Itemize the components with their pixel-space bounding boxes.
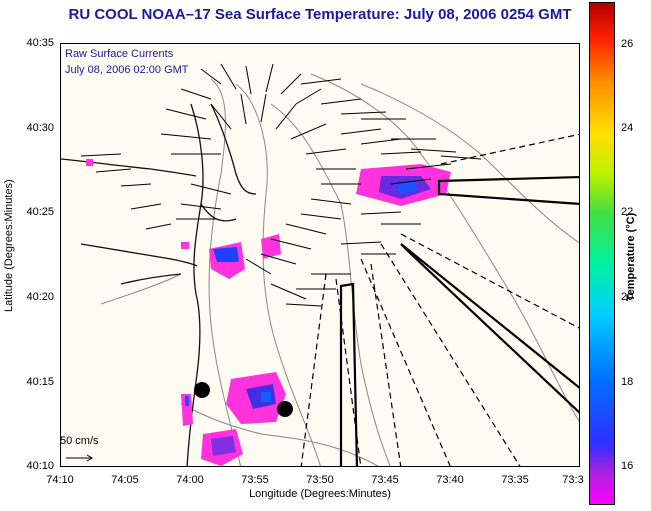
y-tick: 40:15 — [26, 376, 54, 388]
x-tick: 73:40 — [436, 474, 464, 486]
legend-line-2: July 08, 2006 02:00 GMT — [65, 64, 189, 76]
x-tick: 73:50 — [306, 474, 334, 486]
colorbar-tick: 18 — [621, 376, 634, 388]
colorbar-tick: 20 — [621, 291, 634, 303]
colorbar-tick: 22 — [621, 206, 634, 218]
colorbar-tick: 26 — [621, 38, 634, 50]
x-tick: 73:45 — [371, 474, 399, 486]
x-tick: 74:10 — [46, 474, 74, 486]
x-tick: 74:05 — [111, 474, 139, 486]
x-tick: 73:3 — [562, 474, 584, 486]
x-axis-title: Longitude (Degrees:Minutes) — [249, 488, 391, 500]
colorbar-tick: 24 — [621, 122, 634, 134]
scale-arrow — [66, 454, 93, 462]
y-tick: 40:20 — [26, 291, 54, 303]
current-vectors — [80, 63, 482, 307]
x-tick: 74:00 — [176, 474, 204, 486]
shipping-lanes — [300, 133, 579, 466]
colorbar-title: Temperature (°C) — [625, 212, 637, 302]
coastline — [61, 103, 257, 466]
mask-dot — [277, 401, 293, 417]
scale-vector-label: 50 cm/s — [60, 435, 99, 447]
colorbar-tick: 16 — [621, 460, 634, 472]
traffic-separation-zones — [339, 175, 579, 466]
sst-patches — [86, 159, 451, 466]
y-tick: 40:10 — [26, 460, 54, 472]
legend-line-1: Raw Surface Currents — [65, 48, 174, 60]
x-tick: 73:55 — [241, 474, 269, 486]
map-canvas — [61, 63, 579, 466]
y-axis-title: Latitude (Degrees:Minutes) — [3, 179, 15, 312]
mask-dot — [194, 382, 210, 398]
map-title: RU COOL NOAA–17 Sea Surface Temperature:… — [68, 6, 572, 23]
y-tick: 40:30 — [26, 122, 54, 134]
temperature-colorbar — [589, 2, 615, 505]
x-tick: 73:35 — [501, 474, 529, 486]
map-plot-area: Raw Surface Currents July 08, 2006 02:00… — [60, 43, 580, 467]
y-tick: 40:35 — [26, 37, 54, 49]
y-tick: 40:25 — [26, 206, 54, 218]
